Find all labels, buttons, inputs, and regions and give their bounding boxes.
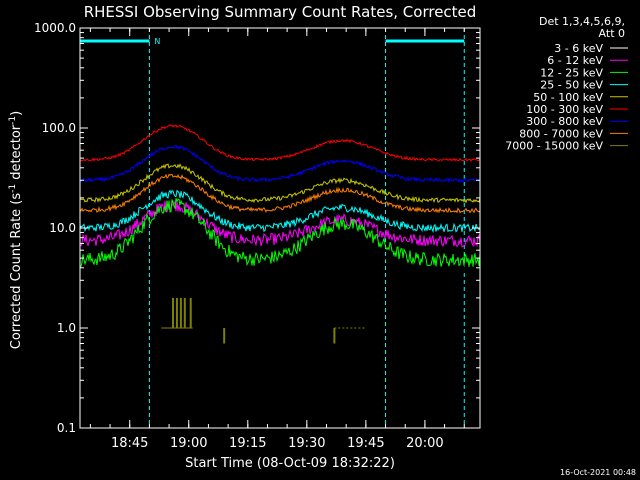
x-axis: 18:45 19:00 19:15 19:30 19:45 20:00 — [89, 28, 465, 451]
legend-label-5: 100 - 300 keV — [526, 103, 603, 116]
series-line-3 — [79, 189, 481, 234]
x-tick-label: 18:45 — [111, 436, 148, 451]
series-line-5 — [79, 124, 481, 162]
plot-area: N — [79, 28, 481, 428]
legend-title-line-1: Det 1,3,4,5,6,9, — [539, 15, 625, 28]
y-tick-label: 1000.0 — [34, 21, 76, 35]
y-tick-label: 100.0 — [42, 121, 76, 135]
x-tick-label: 19:30 — [288, 436, 325, 451]
legend-title-line-2: Att 0 — [599, 27, 625, 40]
chart-title: RHESSI Observing Summary Count Rates, Co… — [84, 3, 477, 21]
legend-label-0: 3 - 6 keV — [554, 42, 603, 55]
legend-label-3: 25 - 50 keV — [540, 79, 603, 92]
legend-label-4: 50 - 100 keV — [533, 91, 603, 104]
y-axis: 1000.0 100.0 10.0 1.0 0.1 — [34, 21, 480, 435]
series-line-0 — [79, 226, 481, 276]
x-tick-label: 19:00 — [170, 436, 207, 451]
y-tick-label: 10.0 — [49, 221, 76, 235]
legend-label-7: 800 - 7000 keV — [519, 127, 603, 140]
footer-date: 16-Oct-2021 00:48 — [560, 468, 636, 477]
x-tick-label: 19:15 — [229, 436, 266, 451]
x-tick-label: 19:45 — [347, 436, 384, 451]
series-line-6 — [79, 144, 481, 184]
series-line-7 — [79, 173, 481, 214]
y-tick-label: 0.1 — [57, 421, 76, 435]
series-line-2 — [79, 198, 481, 268]
night-flag-label: N — [154, 37, 160, 46]
x-tick-label: 20:00 — [406, 436, 443, 451]
series-line-4 — [79, 163, 481, 204]
legend-label-1: 6 - 12 keV — [547, 54, 603, 67]
legend-label-2: 12 - 25 keV — [540, 66, 603, 79]
y-tick-label: 1.0 — [57, 321, 76, 335]
legend-label-8: 7000 - 15000 keV — [505, 140, 603, 153]
legend-label-6: 300 - 800 keV — [526, 115, 603, 128]
y-axis-label: Corrected Count Rate (s-1 detector-1) — [8, 111, 24, 349]
x-axis-label: Start Time (08-Oct-09 18:32:22) — [185, 456, 395, 471]
